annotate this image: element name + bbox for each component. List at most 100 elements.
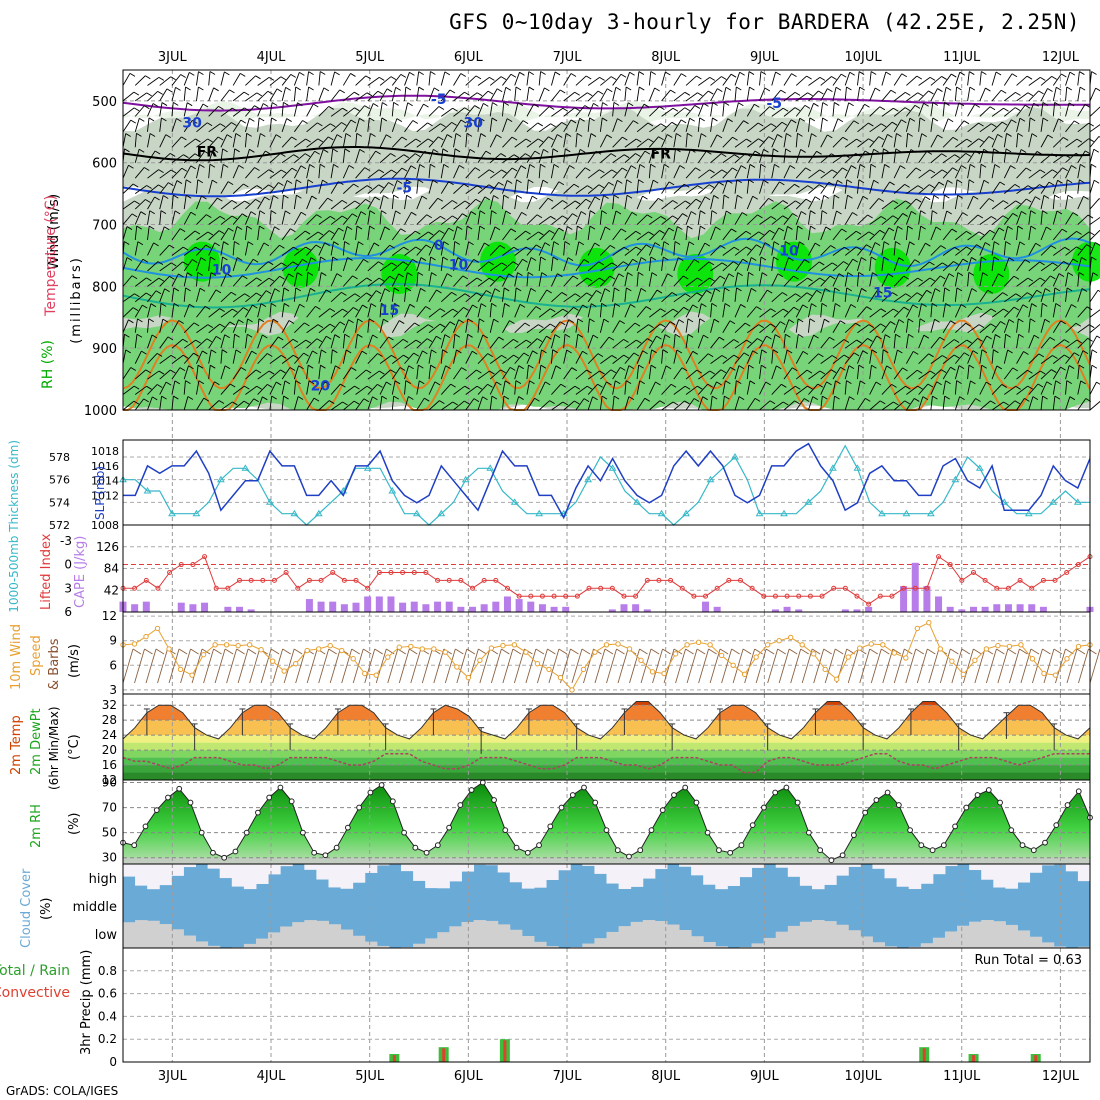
- wind-barb-flag: [778, 227, 785, 232]
- wind-barb: [1016, 304, 1024, 318]
- wind-barb: [526, 231, 539, 241]
- wind-barb: [795, 105, 806, 117]
- wind-barb: [489, 182, 499, 194]
- wind-barb: [710, 355, 723, 365]
- wind-barb: [808, 151, 817, 163]
- cloud-low-fill: [703, 942, 716, 948]
- wind-barb-flag: [185, 179, 192, 184]
- wind-barb: [159, 117, 162, 132]
- wind-barb-flag: [701, 303, 707, 307]
- wind-barb: [232, 73, 241, 86]
- wind-barb: [453, 307, 464, 318]
- wind-barb-flag: [1054, 395, 1061, 400]
- wind-barb-flag: [1064, 154, 1070, 159]
- wind-barb: [697, 334, 704, 349]
- wind-barb: [1065, 304, 1072, 318]
- wind-barb: [820, 262, 833, 272]
- wind-barb: [489, 102, 493, 117]
- wind-barb-flag: [366, 277, 372, 282]
- wind-barb: [795, 277, 808, 287]
- wind-barb: [183, 120, 193, 133]
- wind-barb-flag: [222, 148, 228, 153]
- wind-barb-flag: [978, 324, 985, 329]
- wind-barb: [551, 200, 563, 210]
- wind-barb-flag: [169, 153, 176, 157]
- wind-barb-flag: [315, 306, 321, 310]
- wind-barb-flag: [998, 273, 1004, 278]
- wind-barb: [440, 273, 448, 287]
- wind-barb: [514, 339, 527, 349]
- li-marker: [353, 577, 359, 583]
- wind-barb: [392, 354, 404, 364]
- wind-barb-flag: [267, 90, 274, 95]
- rh-marker: [727, 849, 734, 856]
- wind-barb: [183, 339, 196, 349]
- wind-barb-flag: [185, 287, 191, 292]
- wind-barb: [820, 245, 831, 256]
- wind-barb-flag: [285, 210, 291, 215]
- wind-barb: [342, 226, 348, 241]
- surface-wind-barb: [513, 648, 525, 684]
- wind-barb-flag: [231, 122, 237, 126]
- wind-barb: [330, 107, 343, 117]
- wind-barb: [795, 304, 804, 318]
- wind-barb: [232, 107, 245, 117]
- wind-barb: [465, 292, 477, 303]
- wind-barb: [624, 165, 632, 179]
- wind-barb: [857, 398, 866, 411]
- wind-barb: [648, 149, 654, 163]
- rh-marker: [243, 829, 250, 836]
- wind-barb-flag: [828, 181, 835, 186]
- cloud-low-fill: [666, 924, 680, 948]
- wind-barb: [538, 242, 546, 256]
- wind-barb: [355, 105, 365, 117]
- wind-barb: [269, 355, 282, 364]
- wind-barb: [343, 400, 355, 411]
- wind-barb: [147, 353, 158, 364]
- wind-barb-flag: [565, 133, 572, 137]
- wind-barb-flag: [1006, 133, 1012, 137]
- wind-barb-flag: [862, 195, 869, 200]
- wind-barb-flag: [638, 364, 644, 369]
- wind-barb: [440, 71, 446, 86]
- wind-barb-flag: [748, 71, 755, 75]
- wind-barb: [636, 380, 641, 395]
- wind-barb-flag: [332, 256, 338, 261]
- wind-barb: [391, 273, 400, 287]
- wind-barb: [502, 210, 507, 225]
- wind-barb: [967, 71, 970, 86]
- wind-barb: [440, 122, 452, 133]
- wind-barb: [257, 334, 263, 349]
- wind-barb: [1003, 119, 1012, 133]
- surface-wind-barb-flag: [823, 648, 832, 655]
- wind-barb: [551, 134, 558, 148]
- cloud-high-gap: [811, 864, 825, 890]
- li-marker: [167, 569, 173, 575]
- wind-barb-flag: [388, 182, 394, 186]
- surface-wind-barb: [617, 648, 629, 684]
- wind-barb: [440, 292, 452, 303]
- wind-barb: [502, 74, 512, 86]
- wind-barb-flag: [437, 197, 444, 202]
- wind-barb: [208, 336, 217, 349]
- wind-barb-flag: [892, 215, 899, 220]
- wind-speed-marker: [822, 666, 828, 673]
- thickness-marker: [780, 509, 788, 517]
- surface-wind-barb-flag: [466, 648, 476, 655]
- wind-barb-flag: [134, 293, 140, 298]
- wind-barb: [147, 76, 160, 86]
- wind-barb: [869, 308, 882, 318]
- wind-barb: [808, 184, 820, 194]
- wind-barb-flag: [920, 210, 926, 215]
- wind-barb: [905, 118, 911, 132]
- surface-wind-barb-flag: [1030, 648, 1040, 655]
- wind-barb: [893, 257, 900, 272]
- wind-barb-flag: [1026, 292, 1033, 297]
- surface-wind-barb: [490, 648, 502, 684]
- wind-barb: [967, 338, 978, 349]
- wind-barb-flag: [932, 210, 938, 214]
- wind-barb: [514, 72, 520, 86]
- wind-barb-flag: [461, 367, 467, 372]
- wind-barb: [538, 149, 544, 163]
- wind-barb: [489, 396, 493, 411]
